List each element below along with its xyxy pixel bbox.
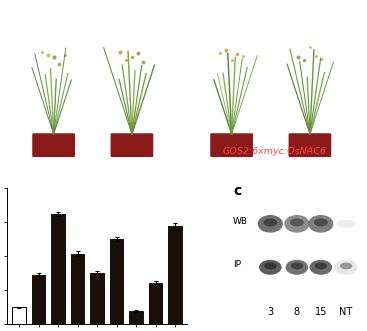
- Point: [229, 57, 235, 62]
- Ellipse shape: [340, 262, 352, 269]
- Text: NT: NT: [339, 307, 353, 317]
- Bar: [168, 226, 182, 324]
- Point: [301, 57, 307, 63]
- Point: [62, 53, 68, 58]
- Ellipse shape: [336, 220, 356, 228]
- Bar: [71, 254, 84, 324]
- Text: a: a: [11, 8, 21, 23]
- FancyBboxPatch shape: [210, 133, 253, 157]
- Point: [141, 59, 146, 64]
- Point: [313, 53, 319, 59]
- FancyBboxPatch shape: [288, 133, 331, 157]
- Bar: [51, 214, 65, 324]
- Ellipse shape: [259, 260, 281, 275]
- Point: [51, 54, 57, 59]
- Bar: [32, 275, 46, 324]
- Point: [117, 50, 123, 55]
- Point: [123, 58, 129, 63]
- Text: c: c: [233, 184, 241, 198]
- Ellipse shape: [314, 218, 328, 226]
- FancyBboxPatch shape: [32, 133, 75, 157]
- Ellipse shape: [335, 260, 357, 275]
- Point: [57, 61, 62, 66]
- Bar: [110, 239, 123, 324]
- Point: [235, 51, 240, 57]
- Ellipse shape: [264, 218, 277, 226]
- Ellipse shape: [286, 260, 308, 275]
- Text: 15: 15: [315, 307, 327, 317]
- Point: [135, 50, 141, 55]
- Bar: [129, 311, 143, 324]
- Point: [39, 49, 45, 55]
- Point: [45, 53, 51, 58]
- Text: WT1: WT1: [83, 146, 106, 156]
- Point: [319, 56, 324, 62]
- Ellipse shape: [291, 262, 303, 269]
- Ellipse shape: [308, 215, 334, 233]
- Ellipse shape: [284, 215, 309, 233]
- Point: [307, 44, 313, 50]
- Ellipse shape: [309, 260, 332, 275]
- Point: [217, 50, 223, 56]
- Point: [295, 55, 301, 60]
- Bar: [149, 283, 162, 324]
- Ellipse shape: [290, 218, 304, 226]
- Text: 3: 3: [267, 307, 273, 317]
- Ellipse shape: [315, 262, 327, 269]
- Text: 8: 8: [294, 307, 300, 317]
- Text: IP: IP: [233, 260, 241, 269]
- Text: GOS2:6xmyc:OsNAC6: GOS2:6xmyc:OsNAC6: [222, 147, 326, 156]
- Point: [129, 54, 135, 59]
- Bar: [12, 307, 26, 324]
- Ellipse shape: [264, 262, 276, 269]
- Ellipse shape: [258, 215, 283, 233]
- Text: WB: WB: [233, 216, 248, 226]
- Point: [223, 47, 229, 53]
- Point: [240, 53, 246, 58]
- Bar: [90, 272, 104, 324]
- FancyBboxPatch shape: [110, 133, 153, 157]
